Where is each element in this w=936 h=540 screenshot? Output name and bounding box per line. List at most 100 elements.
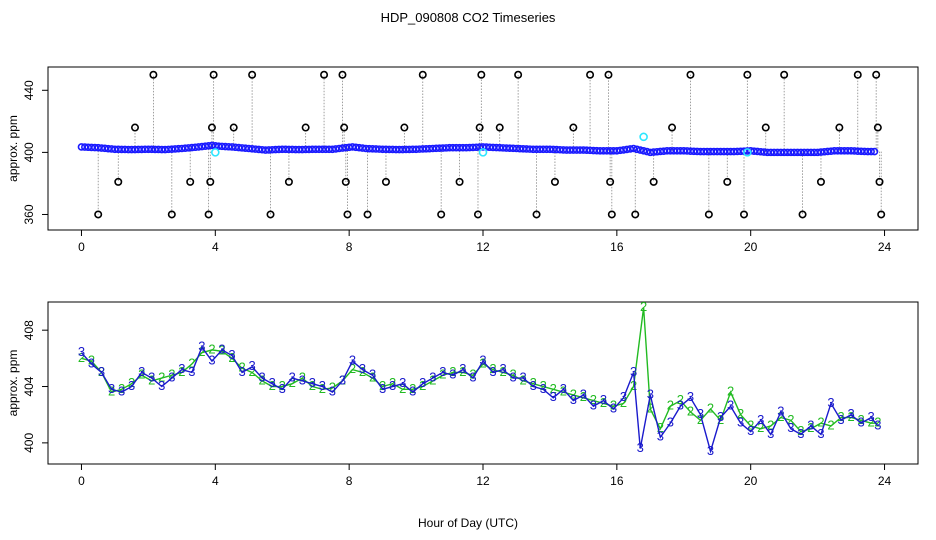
x-tick-label: 4 bbox=[212, 240, 219, 254]
series-marker-3: 3 bbox=[269, 375, 276, 390]
series-marker-3: 3 bbox=[198, 339, 205, 354]
baseline-point bbox=[633, 145, 641, 154]
series-marker-3: 3 bbox=[429, 370, 436, 385]
series-marker-3: 3 bbox=[874, 417, 881, 432]
series-marker-2: 2 bbox=[747, 417, 754, 432]
outlier-point bbox=[649, 177, 658, 186]
series-marker-3: 3 bbox=[667, 415, 674, 430]
outlier-point bbox=[606, 177, 615, 186]
outlier-point bbox=[418, 70, 427, 79]
series-marker-3: 3 bbox=[98, 364, 105, 379]
outlier-point bbox=[631, 210, 640, 219]
series-marker-2: 2 bbox=[188, 355, 195, 370]
series-marker-2: 2 bbox=[874, 415, 881, 430]
outlier-point bbox=[341, 177, 350, 186]
outlier-point bbox=[437, 210, 446, 219]
series-marker-3: 3 bbox=[469, 370, 476, 385]
x-tick-label: 12 bbox=[476, 240, 490, 254]
series-marker-2: 2 bbox=[530, 375, 537, 390]
series-marker-3: 3 bbox=[238, 364, 245, 379]
series-marker-2: 2 bbox=[777, 409, 784, 424]
series-marker-2: 2 bbox=[727, 384, 734, 399]
outlier-point bbox=[780, 70, 789, 79]
series-marker-2: 2 bbox=[369, 370, 376, 385]
y-tick-label: 404 bbox=[22, 376, 36, 396]
series-marker-3: 3 bbox=[657, 429, 664, 444]
x-tick-label: 20 bbox=[744, 240, 758, 254]
series-marker-2: 2 bbox=[158, 370, 165, 385]
series-marker-3: 3 bbox=[807, 417, 814, 432]
baseline-point bbox=[623, 145, 631, 154]
series-marker-3: 3 bbox=[349, 353, 356, 368]
series-marker-3: 3 bbox=[767, 426, 774, 441]
x-tick-label: 0 bbox=[78, 240, 85, 254]
outlier-point bbox=[798, 210, 807, 219]
outlier-point bbox=[266, 210, 275, 219]
x-tick-label: 20 bbox=[744, 474, 758, 488]
series-marker-2: 2 bbox=[610, 398, 617, 413]
series-marker-2: 2 bbox=[389, 375, 396, 390]
outlier-point bbox=[495, 123, 504, 132]
series-marker-3: 3 bbox=[637, 440, 644, 455]
series-marker-2: 2 bbox=[767, 417, 774, 432]
outlier-point bbox=[338, 70, 347, 79]
outlier-point bbox=[209, 70, 218, 79]
series-marker-3: 3 bbox=[757, 412, 764, 427]
outlier-point bbox=[607, 210, 616, 219]
series-marker-2: 2 bbox=[118, 381, 125, 396]
outlier-point bbox=[301, 123, 310, 132]
series-marker-2: 2 bbox=[657, 420, 664, 435]
x-tick-label: 4 bbox=[212, 474, 219, 488]
outlier-point bbox=[853, 70, 862, 79]
series-marker-2: 2 bbox=[697, 412, 704, 427]
series-marker-2: 2 bbox=[269, 378, 276, 393]
series-marker-2: 2 bbox=[439, 367, 446, 382]
outlier-point bbox=[473, 210, 482, 219]
baseline-point bbox=[867, 147, 875, 156]
series-marker-2: 2 bbox=[178, 364, 185, 379]
series-marker-3: 3 bbox=[520, 370, 527, 385]
outlier-point bbox=[835, 123, 844, 132]
series-marker-2: 2 bbox=[667, 398, 674, 413]
series-marker-2: 2 bbox=[827, 417, 834, 432]
series-marker-3: 3 bbox=[687, 389, 694, 404]
y-tick-label: 440 bbox=[22, 80, 36, 100]
series-marker-3: 3 bbox=[309, 375, 316, 390]
series-marker-2: 2 bbox=[787, 412, 794, 427]
series-marker-2: 2 bbox=[248, 364, 255, 379]
x-tick-label: 12 bbox=[476, 474, 490, 488]
baseline-point bbox=[616, 146, 624, 155]
outlier-point bbox=[875, 177, 884, 186]
outlier-point bbox=[455, 177, 464, 186]
x-tick-label: 16 bbox=[610, 240, 624, 254]
series-marker-3: 3 bbox=[78, 344, 85, 359]
highlight-point bbox=[211, 148, 220, 157]
series-marker-2: 2 bbox=[807, 420, 814, 435]
baseline-point bbox=[636, 146, 645, 154]
x-tick-label: 24 bbox=[878, 474, 892, 488]
outlier-point bbox=[704, 210, 713, 219]
outlier-point bbox=[363, 210, 372, 219]
series-marker-3: 3 bbox=[647, 386, 654, 401]
series-marker-3: 3 bbox=[379, 381, 386, 396]
highlight-point bbox=[478, 148, 488, 157]
series-marker-2: 2 bbox=[590, 392, 597, 407]
outlier-point bbox=[877, 210, 886, 219]
outlier-point bbox=[761, 123, 770, 132]
series-marker-3: 3 bbox=[707, 443, 714, 458]
series-marker-3: 3 bbox=[118, 384, 125, 399]
series-marker-2: 2 bbox=[299, 370, 306, 385]
series-marker-3: 3 bbox=[737, 415, 744, 430]
series-marker-2: 2 bbox=[329, 379, 336, 394]
series-marker-2: 2 bbox=[309, 378, 316, 393]
series-marker-2: 2 bbox=[469, 367, 476, 382]
outlier-point bbox=[532, 210, 541, 219]
series-marker-2: 2 bbox=[198, 344, 205, 359]
series-marker-3: 3 bbox=[439, 364, 446, 379]
series-marker-2: 2 bbox=[540, 378, 547, 393]
baseline-point bbox=[870, 147, 879, 156]
outlier-point bbox=[723, 177, 732, 186]
series-marker-2: 2 bbox=[677, 392, 684, 407]
baseline-point bbox=[613, 147, 621, 155]
outlier-point bbox=[743, 70, 752, 79]
